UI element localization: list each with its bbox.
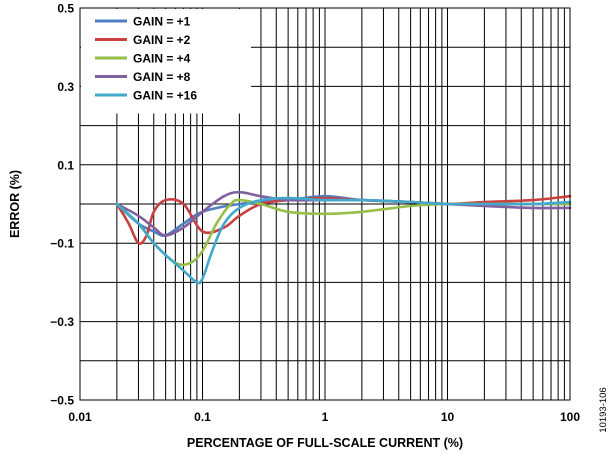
legend-label-5: GAIN = +16 (133, 89, 197, 103)
y-tick-label: −0.3 (50, 315, 74, 329)
tick-labels: 0.01 0.1 1 10 100 0.5 0.3 0.1 −0.1 −0.3 −0.5 (50, 2, 580, 425)
figure-id: 10193-106 (598, 387, 609, 432)
y-tick-label: −0.1 (50, 237, 74, 251)
legend-label-4: GAIN = +8 (133, 70, 191, 84)
legend-label-1: GAIN = +1 (133, 15, 191, 29)
legend-label-3: GAIN = +4 (133, 52, 191, 66)
y-tick-label: −0.5 (50, 394, 74, 408)
plot-frame (79, 7, 571, 401)
legend: GAIN = +1 GAIN = +2 GAIN = +4 GAIN = +8 GAIN… (81, 9, 251, 114)
x-tick-label: 10 (441, 410, 455, 424)
series-line-5 (115, 196, 572, 285)
x-tick-label: 1 (322, 410, 329, 424)
y-tick-label: 0.1 (57, 158, 74, 172)
y-tick-label: 0.3 (57, 80, 74, 94)
x-tick-label: 0.1 (194, 410, 211, 424)
legend-label-2: GAIN = +2 (133, 33, 191, 47)
x-tick-label: 100 (560, 410, 580, 424)
x-tick-label: 0.01 (68, 410, 92, 424)
y-tick-label: 0.5 (57, 2, 74, 16)
x-axis-title: PERCENTAGE OF FULL-SCALE CURRENT (%) (187, 436, 463, 450)
y-axis-title: ERROR (%) (8, 170, 22, 238)
data-series (115, 190, 572, 285)
